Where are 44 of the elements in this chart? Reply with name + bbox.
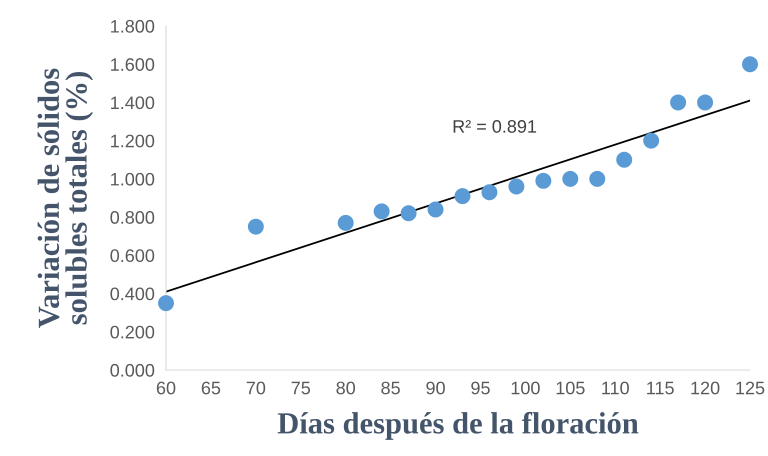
- y-tick-label: 0.800: [110, 211, 154, 224]
- y-tick-label: 0.200: [110, 326, 154, 338]
- point: [670, 94, 686, 110]
- point: [562, 170, 578, 187]
- point: [428, 201, 444, 218]
- y-tick-label: 1.800: [111, 20, 154, 33]
- point: [158, 295, 174, 312]
- x-tick-label: 115: [647, 382, 674, 394]
- x-tick-label: 90: [426, 382, 445, 394]
- y-tick-label: 0.400: [110, 287, 154, 300]
- point: [338, 214, 354, 231]
- x-tick-label: 105: [556, 382, 585, 394]
- y-tick-label: 1.000: [111, 172, 154, 186]
- y-tick-label: 0.600: [110, 249, 154, 262]
- x-tick-label: 65: [202, 382, 220, 394]
- point: [616, 152, 632, 168]
- x-axis-title: Días después de la floración: [278, 412, 638, 440]
- point: [535, 172, 552, 189]
- y-tick-label: 1.600: [111, 58, 154, 71]
- x-tick-label: 85: [381, 382, 400, 394]
- x-tick-label: 120: [691, 382, 720, 394]
- point: [454, 188, 470, 204]
- point: [374, 203, 390, 220]
- y-tick-label: 1.400: [111, 96, 154, 110]
- x-tick-label: 70: [246, 382, 266, 394]
- point: [589, 170, 606, 187]
- x-tick-label: 100: [512, 382, 540, 394]
- point: [248, 218, 264, 235]
- point: [400, 205, 417, 222]
- x-tick-label: 60: [156, 382, 176, 394]
- point: [643, 132, 660, 149]
- y-axis-title: Variación de sólidos solubles totales (%): [38, 68, 94, 328]
- point: [508, 178, 524, 195]
- y-tick-label: 0.000: [110, 364, 154, 377]
- annotation: R² = 0.891: [454, 120, 536, 133]
- point: [481, 184, 498, 200]
- point: [697, 94, 714, 110]
- point: [742, 56, 758, 72]
- x-tick-label: 125: [736, 382, 764, 394]
- y-tick-label: 1.200: [111, 134, 154, 148]
- x-tick-label: 110: [602, 382, 629, 394]
- x-tick-label: 95: [471, 382, 490, 394]
- x-tick-label: 80: [336, 382, 356, 394]
- x-tick-label: 75: [292, 382, 310, 394]
